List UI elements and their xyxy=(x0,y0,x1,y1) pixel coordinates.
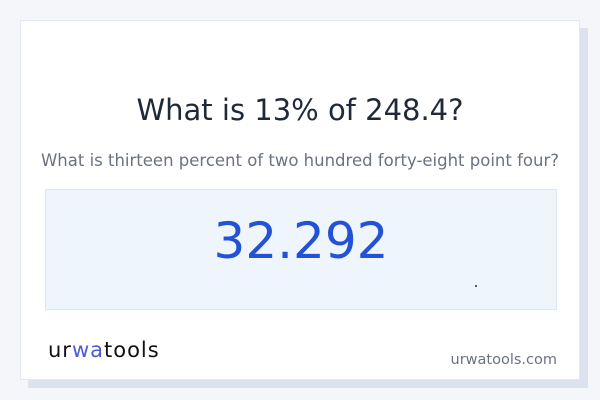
logo-text: ur xyxy=(48,338,72,362)
site-url: urwatools.com xyxy=(450,352,557,368)
result-card: What is 13% of 248.4? What is thirteen p… xyxy=(20,20,580,380)
answer-value: 32.292 xyxy=(213,212,389,270)
answer-box: 32.292 xyxy=(45,189,557,310)
urwatools-logo: urwatools xyxy=(48,338,160,362)
logo-text-accent: wa xyxy=(71,338,104,362)
page-subtitle: What is thirteen percent of two hundred … xyxy=(40,151,560,170)
page-title: What is 13% of 248.4? xyxy=(136,93,464,127)
dot-mark xyxy=(475,285,477,287)
logo-text: tools xyxy=(104,338,160,362)
